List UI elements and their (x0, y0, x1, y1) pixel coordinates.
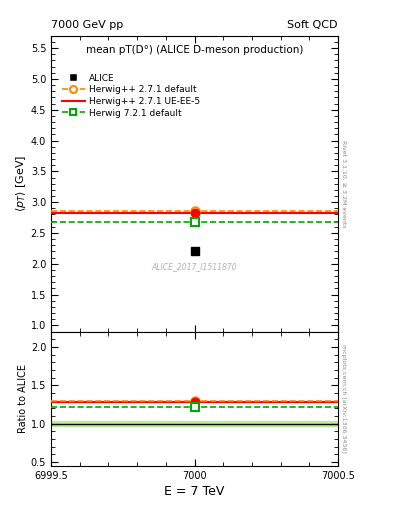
Text: Rivet 3.1.10, ≥ 3.2M events: Rivet 3.1.10, ≥ 3.2M events (341, 140, 346, 227)
Y-axis label: Ratio to ALICE: Ratio to ALICE (18, 364, 28, 433)
Y-axis label: $\langle p_T \rangle$ [GeV]: $\langle p_T \rangle$ [GeV] (14, 155, 28, 212)
Text: Soft QCD: Soft QCD (288, 20, 338, 30)
X-axis label: E = 7 TeV: E = 7 TeV (164, 485, 225, 498)
Legend: ALICE, Herwig++ 2.7.1 default, Herwig++ 2.7.1 UE-EE-5, Herwig 7.2.1 default: ALICE, Herwig++ 2.7.1 default, Herwig++ … (59, 70, 204, 121)
Text: 7000 GeV pp: 7000 GeV pp (51, 20, 123, 30)
Text: mean pT(D°) (ALICE D-meson production): mean pT(D°) (ALICE D-meson production) (86, 45, 303, 55)
Text: ALICE_2017_I1511870: ALICE_2017_I1511870 (152, 262, 237, 271)
Text: mcplots.cern.ch [arXiv:1306.3436]: mcplots.cern.ch [arXiv:1306.3436] (341, 345, 346, 453)
